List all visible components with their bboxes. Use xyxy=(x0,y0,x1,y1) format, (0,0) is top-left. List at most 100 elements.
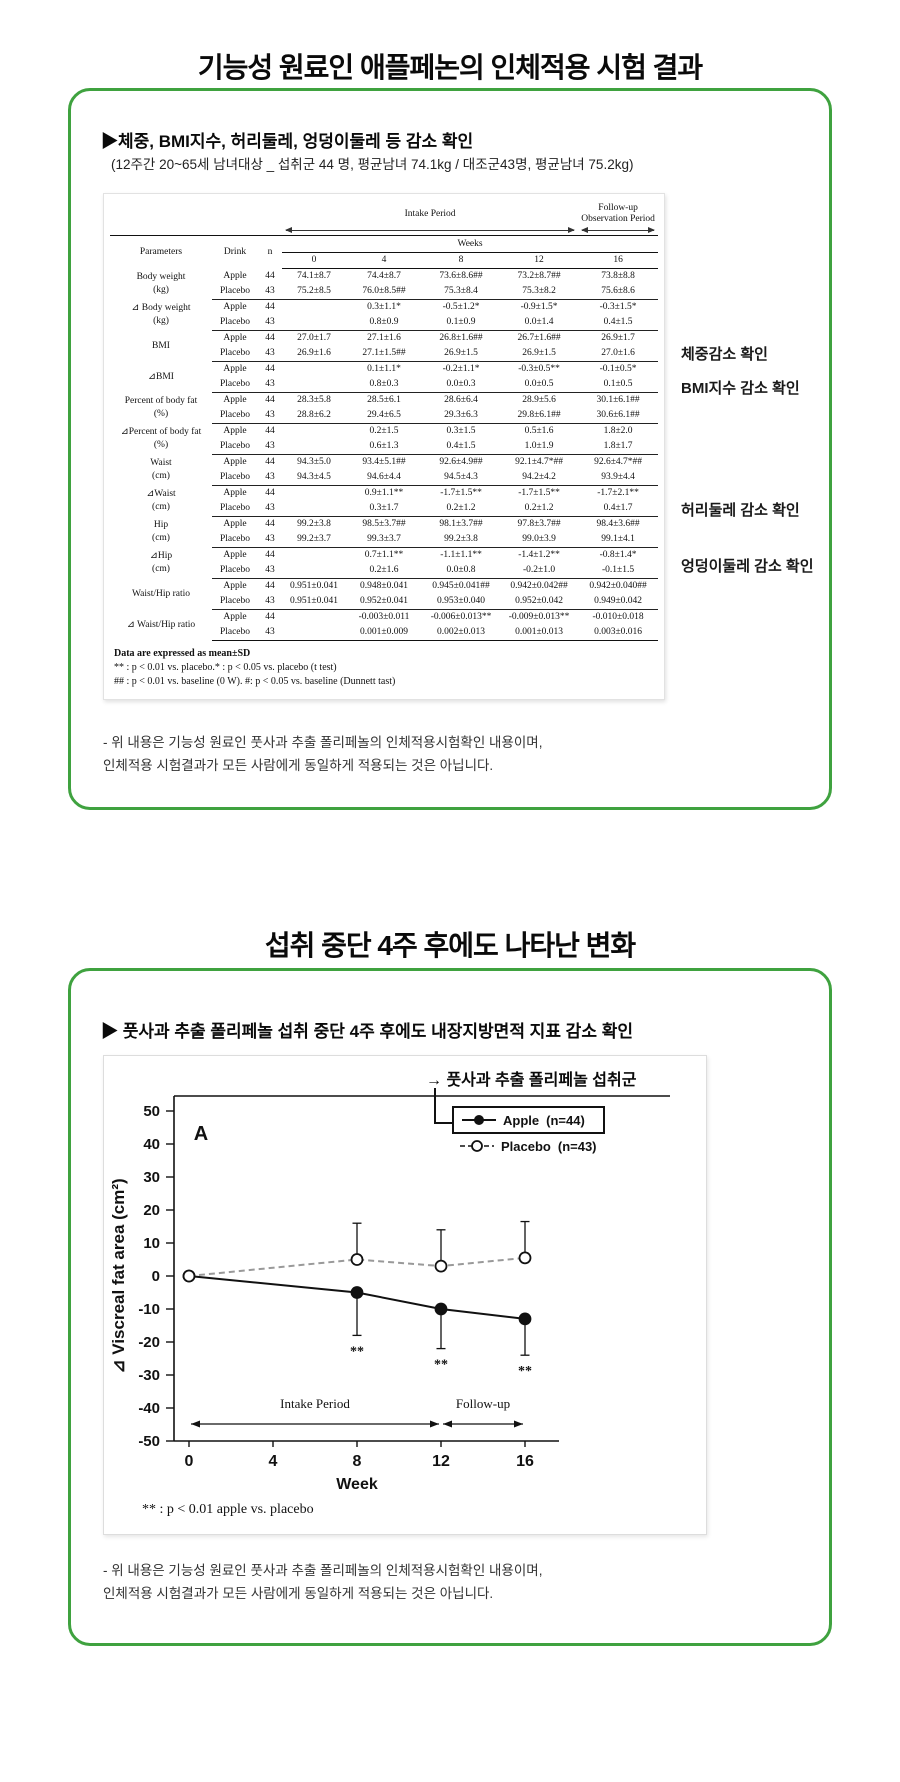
parameter-cell: ⊿Hip (cm) xyxy=(149,551,173,574)
value-cell: 0.1±1.1* xyxy=(367,364,401,374)
value-cell xyxy=(282,439,347,455)
value-cell: -0.3±0.5** xyxy=(518,364,560,374)
drink-cell: Placebo xyxy=(212,532,258,548)
value-cell: 26.9±1.6 xyxy=(282,346,347,362)
value-cell xyxy=(282,501,347,517)
parameter-cell: Body weight (kg) xyxy=(136,272,186,295)
section2-heading: ▶ 풋사과 추출 폴리페놀 섭취 중단 4주 후에도 내장지방면적 지표 감소 … xyxy=(101,1022,633,1041)
drink-cell: Apple xyxy=(223,581,247,591)
drink-cell: Apple xyxy=(223,550,247,560)
section-visceral-fat: ▶ 풋사과 추출 폴리페놀 섭취 중단 4주 후에도 내장지방면적 지표 감소 … xyxy=(68,968,832,1646)
period-header-row: Intake Period Follow-up Observation Peri… xyxy=(110,202,658,226)
parameter-cell: ⊿ Body weight (kg) xyxy=(131,303,191,326)
table-row: Placebo 43 0.2±1.6 0.0±0.8 -0.2±1.0 -0.1±1.5 xyxy=(110,563,659,579)
drink-cell: Apple xyxy=(223,426,247,436)
annotation-hip-loss: 엉덩이둘레 감소 확인 xyxy=(681,558,814,575)
svg-text:4: 4 xyxy=(269,1453,278,1470)
section1-disclaimer: - 위 내용은 기능성 원료인 풋사과 추출 폴리페놀의 인체적용시험확인 내용… xyxy=(103,735,543,773)
intake-period-label: Intake Period xyxy=(404,208,456,219)
value-cell: 73.2±8.7## xyxy=(517,271,561,281)
value-cell: 99.3±3.7 xyxy=(346,532,423,548)
value-cell: -0.010±0.018 xyxy=(592,612,644,622)
value-cell: 0.001±0.013 xyxy=(500,625,579,641)
value-cell: 75.2±8.5 xyxy=(282,284,347,300)
value-cell xyxy=(282,625,347,641)
svg-text:-50: -50 xyxy=(138,1433,160,1450)
n-cell: 44 xyxy=(265,395,275,405)
value-cell: 92.6±4.9## xyxy=(439,457,483,467)
value-cell: 0.951±0.041 xyxy=(290,581,339,591)
svg-text:A: A xyxy=(194,1123,208,1145)
value-cell: 76.0±8.5## xyxy=(346,284,423,300)
week-number: 8 xyxy=(422,252,501,269)
value-cell: 75.3±8.2 xyxy=(500,284,579,300)
value-cell: 27.0±1.7 xyxy=(297,333,331,343)
svg-text:**: ** xyxy=(518,1364,532,1379)
drink-cell: Placebo xyxy=(212,439,258,455)
value-cell: 0.4±1.7 xyxy=(578,501,659,517)
value-cell: -0.006±0.013** xyxy=(430,612,492,622)
week-number: 0 xyxy=(282,252,347,269)
drink-cell: Apple xyxy=(223,395,247,405)
value-cell: 1.0±1.9 xyxy=(500,439,579,455)
value-cell: -0.009±0.013** xyxy=(508,612,570,622)
value-cell: 0.949±0.042 xyxy=(578,594,659,610)
value-cell: 99.2±3.8 xyxy=(422,532,501,548)
value-cell: 26.7±1.6## xyxy=(517,333,561,343)
legend-item-placebo: Placebo (n=43) xyxy=(452,1134,605,1158)
table-row: Placebo 43 28.8±6.2 29.4±6.5 29.3±6.3 29.8±6.… xyxy=(110,408,659,424)
value-cell: 0.002±0.013 xyxy=(422,625,501,641)
table-row: Placebo 43 0.6±1.3 0.4±1.5 1.0±1.9 1.8±1.7 xyxy=(110,439,659,455)
svg-text:**: ** xyxy=(434,1358,448,1373)
svg-text:-30: -30 xyxy=(138,1367,160,1384)
table-row: Waist/Hip ratio Apple 44 0.951±0.041 0.948±0… xyxy=(110,579,658,599)
value-cell: 0.9±1.1** xyxy=(364,488,404,498)
n-cell: 44 xyxy=(265,457,275,467)
annotation-connector-line xyxy=(434,1088,454,1124)
n-cell: 44 xyxy=(265,333,275,343)
n-cell: 43 xyxy=(258,470,283,486)
value-cell: 26.9±1.7 xyxy=(601,333,635,343)
value-cell: 0.0±0.5 xyxy=(500,377,579,393)
value-cell: 30.1±6.1## xyxy=(596,395,640,405)
footnote-placebo: ** : p < 0.01 vs. placebo.* : p < 0.05 v… xyxy=(114,662,337,673)
visceral-fat-chart: 50 40 30 20 10 0 -10 -20 -30 -40 -50 0 4 8 12 16 Week ⊿ V… xyxy=(104,1056,706,1534)
table-row: Placebo 43 0.8±0.3 0.0±0.3 0.0±0.5 0.1±0.5 xyxy=(110,377,659,393)
value-cell: -0.1±1.5 xyxy=(578,563,659,579)
n-cell: 43 xyxy=(258,439,283,455)
table-row: Placebo 43 75.2±8.5 76.0±8.5## 75.3±8.4 75.3±… xyxy=(110,284,659,300)
svg-text:-10: -10 xyxy=(138,1301,160,1318)
svg-text:30: 30 xyxy=(143,1169,160,1186)
n-cell: 44 xyxy=(265,364,275,374)
svg-text:0: 0 xyxy=(152,1268,160,1285)
value-cell: -0.3±1.5* xyxy=(599,302,637,312)
table-row: ⊿ Waist/Hip ratio Apple 44 -0.003±0.011 -0.0… xyxy=(110,610,658,630)
value-cell: 26.8±1.6## xyxy=(439,333,483,343)
table-row: ⊿Hip (cm) Apple 44 0.7±1.1** -1.1±1.1** -1.4±1… xyxy=(110,548,658,574)
value-cell: 98.4±3.6## xyxy=(596,519,640,529)
value-cell: 0.942±0.042## xyxy=(510,581,568,591)
table-row: Placebo 43 0.3±1.7 0.2±1.2 0.2±1.2 0.4±1.7 xyxy=(110,501,659,517)
value-cell: 0.2±1.6 xyxy=(346,563,423,579)
table-row: Percent of body fat (%) Apple 44 28.3±5.8 28.… xyxy=(110,393,658,419)
drink-cell: Apple xyxy=(223,270,247,281)
drink-cell: Placebo xyxy=(212,501,258,517)
value-cell: 26.9±1.5 xyxy=(422,346,501,362)
svg-text:**: ** xyxy=(350,1344,364,1359)
value-cell: 0.3±1.5 xyxy=(446,426,476,436)
section-body-measurements: ▶체중, BMI지수, 허리둘레, 엉덩이둘레 등 감소 확인 (12주간 20… xyxy=(68,88,832,810)
followup-arrow-icon xyxy=(581,227,656,233)
apple-group-annotation: → 풋사과 추출 폴리페놀 섭취군 xyxy=(426,1072,637,1089)
table-row: ⊿ Body weight (kg) Apple 44 0.3±1.1* -0.5±1.2… xyxy=(110,300,658,326)
value-cell: -1.7±1.5** xyxy=(440,488,482,498)
n-cell: 43 xyxy=(258,501,283,517)
value-cell: 73.6±8.6## xyxy=(439,271,483,281)
value-cell xyxy=(282,362,346,378)
table-row: BMI Apple 44 27.0±1.7 27.1±1.6 26.8±1.6## 26.7… xyxy=(110,331,658,351)
value-cell: -0.8±1.4* xyxy=(599,550,637,560)
parameter-cell: ⊿ Waist/Hip ratio xyxy=(126,619,196,630)
value-cell xyxy=(282,486,346,502)
legend-item-apple: Apple (n=44) xyxy=(452,1106,605,1134)
n-cell: 44 xyxy=(265,519,275,529)
value-cell: 99.2±3.8 xyxy=(297,519,331,529)
